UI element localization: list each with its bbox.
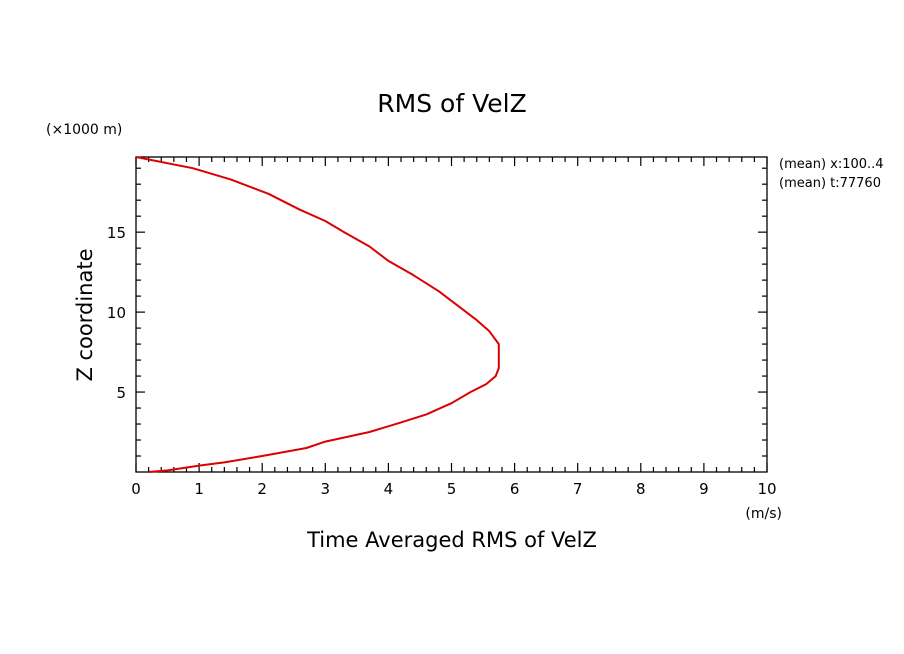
x-tick-label: 3 — [321, 480, 331, 498]
x-tick-label: 1 — [194, 480, 204, 498]
x-tick-label: 9 — [699, 480, 709, 498]
x-tick-label: 5 — [447, 480, 457, 498]
x-tick-label: 8 — [636, 480, 646, 498]
x-tick-label: 0 — [131, 480, 141, 498]
y-axis-unit: (×1000 m) — [46, 122, 122, 138]
annotation-mean-t: (mean) t:77760 — [779, 176, 881, 191]
y-tick-label: 5 — [116, 384, 126, 402]
chart-title: RMS of VelZ — [377, 89, 526, 118]
annotation-mean-x: (mean) x:100..4 — [779, 157, 884, 172]
y-tick-label: 10 — [107, 304, 126, 322]
x-tick-label: 4 — [384, 480, 394, 498]
series-line — [135, 156, 500, 473]
x-tick-label: 2 — [257, 480, 267, 498]
y-axis-label: Z coordinate — [73, 248, 97, 381]
y-tick-label: 15 — [107, 224, 126, 242]
x-tick-label: 7 — [573, 480, 583, 498]
plot-frame — [135, 156, 768, 473]
x-tick-label: 10 — [757, 480, 776, 498]
series-layer — [135, 156, 500, 473]
x-axis-unit: (m/s) — [745, 506, 782, 522]
x-tick-label: 6 — [510, 480, 520, 498]
x-axis-label: Time Averaged RMS of VelZ — [306, 528, 597, 552]
ticks: 0 1 2 3 4 5 6 7 8 9 10 5 10 15 — [107, 157, 777, 498]
